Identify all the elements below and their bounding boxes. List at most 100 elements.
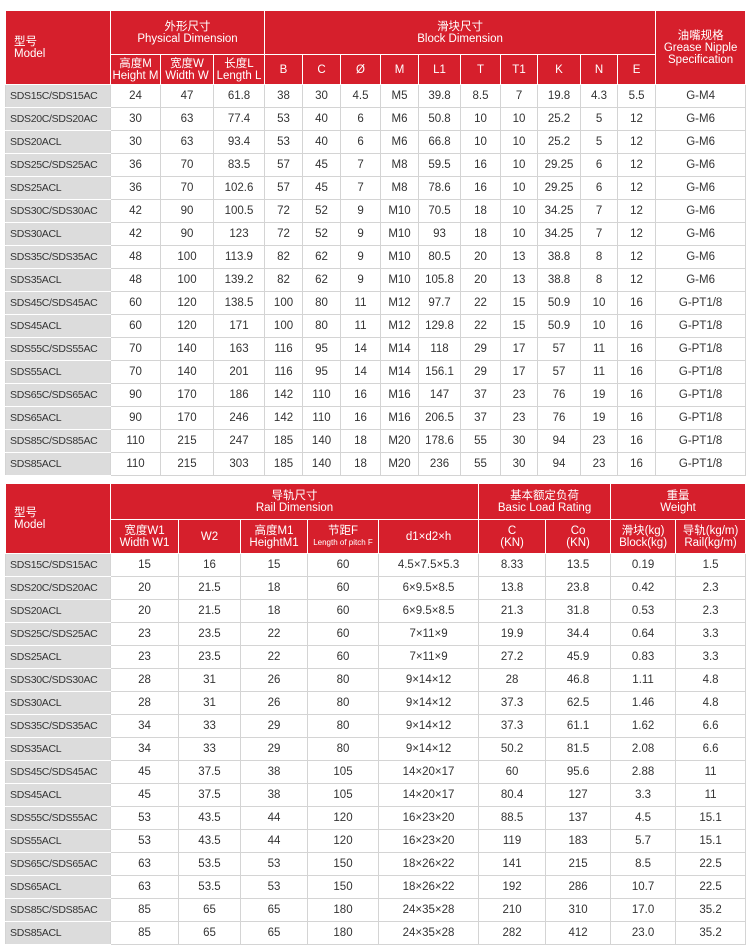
value-cell: 105 <box>307 760 379 784</box>
data-row: SDS20C/SDS20AC 30 63 77.4 53 40 6 M6 50.8 10 10 25.… <box>5 107 747 131</box>
value-cell: 142 <box>264 383 304 407</box>
data-row: SDS20C/SDS20AC 20 21.5 18 60 6×9.5×8.5 13.8 23.… <box>5 576 747 600</box>
header-text: 滑块(kg) <box>621 524 665 537</box>
value-cell: 10 <box>580 314 619 338</box>
value-cell: 36 <box>110 153 161 177</box>
value-cell: 90 <box>160 199 214 223</box>
value-cell: 282 <box>478 921 547 945</box>
value-cell: 80 <box>302 291 342 315</box>
header-cell: 宽度W1 Width W1 <box>110 519 179 554</box>
header-text: 滑块尺寸 <box>437 20 484 33</box>
header-text: 高度M <box>119 57 152 70</box>
value-cell: 13 <box>500 268 539 292</box>
value-cell: 34.4 <box>545 622 612 646</box>
header-text: 高度M1 <box>254 524 294 537</box>
value-cell: 33 <box>178 737 241 761</box>
value-cell: 185 <box>264 429 304 453</box>
value-cell: G-M6 <box>655 130 747 154</box>
value-cell: G-M6 <box>655 245 747 269</box>
value-cell: 15 <box>500 314 539 338</box>
value-cell: M12 <box>380 291 420 315</box>
model-cell: SDS85ACL <box>5 452 111 476</box>
header-text: d1×d2×h <box>405 530 452 543</box>
value-cell: 90 <box>160 222 214 246</box>
model-cell: SDS20C/SDS20AC <box>5 576 111 600</box>
value-cell: 27.2 <box>478 645 547 669</box>
value-cell: 42 <box>110 222 161 246</box>
header-cell: d1×d2×h <box>377 519 480 554</box>
value-cell: 120 <box>160 291 214 315</box>
model-cell: SDS20C/SDS20AC <box>5 107 111 131</box>
value-cell: 95 <box>302 337 342 361</box>
value-cell: 37.5 <box>178 783 241 807</box>
header-text: 型号 <box>14 35 37 48</box>
value-cell: 78.6 <box>418 176 462 200</box>
header-cell: L1 <box>418 54 462 85</box>
header-text: 油嘴规格 <box>677 29 724 42</box>
value-cell: 8 <box>580 245 619 269</box>
value-cell: 8.33 <box>478 553 547 577</box>
header-text: Width W <box>165 69 209 82</box>
value-cell: 5 <box>580 107 619 131</box>
value-cell: M5 <box>380 84 420 108</box>
value-cell: 29.25 <box>537 176 582 200</box>
value-cell: 53 <box>240 875 308 899</box>
model-cell: SDS30C/SDS30AC <box>5 668 111 692</box>
value-cell: 34 <box>110 737 179 761</box>
value-cell: 57 <box>264 153 304 177</box>
header-cell: 基本额定负荷 Basic Load Rating <box>478 483 612 520</box>
header-cell: 油嘴规格 Grease Nipple Specification <box>655 10 747 85</box>
value-cell: 50.9 <box>537 314 582 338</box>
model-cell: SDS65ACL <box>5 406 111 430</box>
value-cell: 34 <box>110 714 179 738</box>
value-cell: 35.2 <box>675 921 747 945</box>
value-cell: 80 <box>307 691 379 715</box>
value-cell: G-PT1/8 <box>655 291 747 315</box>
value-cell: 28 <box>110 668 179 692</box>
value-cell: 55 <box>460 429 502 453</box>
header-text: Block Dimension <box>417 32 503 45</box>
value-cell: 76 <box>537 383 582 407</box>
value-cell: 2.3 <box>675 576 747 600</box>
data-row: SDS30ACL 28 31 26 80 9×14×12 37.3 62.5 1.46 4.8 <box>5 691 747 715</box>
value-cell: M12 <box>380 314 420 338</box>
value-cell: 65 <box>240 898 308 922</box>
header-cell: E <box>617 54 657 85</box>
header-cell: 重量 Weight <box>610 483 747 520</box>
value-cell: 44 <box>240 806 308 830</box>
value-cell: 129.8 <box>418 314 462 338</box>
value-cell: 30 <box>110 107 161 131</box>
value-cell: 35.2 <box>675 898 747 922</box>
data-row: SDS25ACL 23 23.5 22 60 7×11×9 27.2 45.9 0.83 3.3 <box>5 645 747 669</box>
value-cell: 10 <box>500 130 539 154</box>
value-cell: 123 <box>212 222 266 246</box>
value-cell: 186 <box>212 383 266 407</box>
data-row: SDS35C/SDS35AC 34 33 29 80 9×14×12 37.3 61.1 1.6… <box>5 714 747 738</box>
value-cell: 20 <box>110 576 179 600</box>
value-cell: 119 <box>478 829 547 853</box>
value-cell: M10 <box>380 268 420 292</box>
value-cell: 72 <box>264 199 304 223</box>
value-cell: 12 <box>617 153 657 177</box>
header-text: Ø <box>356 63 365 76</box>
data-row: SDS20ACL 30 63 93.4 53 40 6 M6 66.8 10 10 25.2 5 12 G-… <box>5 130 747 154</box>
value-cell: 59.5 <box>418 153 462 177</box>
value-cell: 140 <box>160 337 214 361</box>
value-cell: 45 <box>110 760 179 784</box>
value-cell: 10 <box>500 222 539 246</box>
model-cell: SDS25ACL <box>5 645 111 669</box>
value-cell: 65 <box>178 921 241 945</box>
header-text: L1 <box>433 63 446 76</box>
value-cell: 19.8 <box>537 84 582 108</box>
value-cell: 14×20×17 <box>377 760 480 784</box>
value-cell: 14 <box>340 360 382 384</box>
value-cell: 116 <box>264 337 304 361</box>
header-text: Rail(kg/m) <box>684 536 737 549</box>
value-cell: 247 <box>212 429 266 453</box>
value-cell: 4.8 <box>675 691 747 715</box>
data-row: SDS25ACL 36 70 102.6 57 45 7 M8 78.6 16 10 29.25 6 12… <box>5 176 747 200</box>
header-text: T1 <box>512 63 526 76</box>
value-cell: 236 <box>418 452 462 476</box>
header-cell: T <box>460 54 502 85</box>
value-cell: 36 <box>110 176 161 200</box>
